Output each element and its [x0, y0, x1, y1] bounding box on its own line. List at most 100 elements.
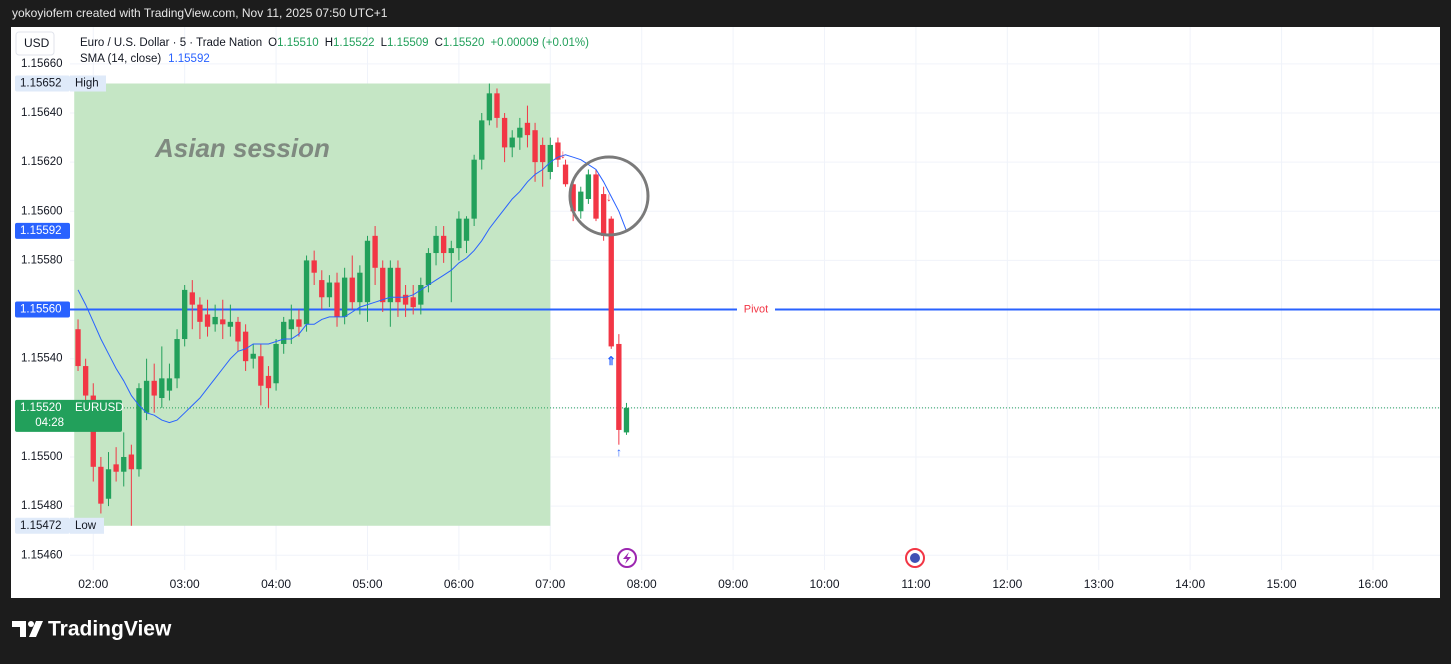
candle-body	[418, 284, 424, 305]
price-tag: 1.15520	[20, 402, 62, 414]
x-tick-label: 14:00	[1175, 577, 1205, 591]
candle-body	[311, 260, 317, 273]
candle-body	[425, 253, 432, 285]
high-tag: 1.15652	[20, 78, 62, 90]
ohlc-value: 1.15509	[387, 37, 429, 49]
candle-body	[75, 329, 81, 367]
x-tick-label: 09:00	[718, 577, 748, 591]
candle-body	[166, 378, 173, 391]
ohlc-value: 1.15510	[277, 37, 319, 49]
candle-body	[319, 280, 325, 298]
candle-body	[547, 144, 553, 172]
pivot-label-bg	[737, 301, 775, 318]
buy-signal: ↑	[616, 445, 622, 459]
y-tick-label: 1.15580	[21, 254, 63, 266]
x-tick-label: 03:00	[170, 577, 200, 591]
candle-body	[220, 319, 226, 325]
y-tick-label: 1.15460	[21, 549, 63, 561]
x-tick-label: 08:00	[627, 577, 657, 591]
candle-body	[517, 127, 523, 138]
low-text: Low	[75, 520, 97, 532]
candle-body	[204, 314, 211, 327]
sma-line	[77, 154, 627, 424]
annotation-circle	[568, 155, 650, 237]
candle-body	[433, 235, 439, 254]
y-tick-label: 1.15480	[21, 500, 63, 512]
x-tick-label: 15:00	[1267, 577, 1297, 591]
candle-body	[98, 466, 104, 504]
candle-body	[235, 321, 241, 342]
event-icon-glyph	[910, 553, 920, 563]
candle-body	[189, 292, 195, 305]
candle-body	[608, 218, 614, 347]
candle-body	[143, 380, 150, 413]
low-tag: 1.15472	[20, 520, 62, 532]
candle-body	[174, 339, 180, 379]
y-tick-label: 1.15500	[21, 451, 63, 463]
y-tick-label: 1.15540	[21, 353, 63, 365]
candle-body	[341, 277, 348, 317]
low-tag-bg	[15, 517, 70, 534]
candle-body	[486, 93, 493, 121]
x-tick-label: 06:00	[444, 577, 474, 591]
candle-body	[463, 218, 470, 241]
ohlc-key: L	[381, 37, 388, 49]
logo-text: TradingView	[48, 618, 172, 641]
candle-body	[349, 277, 355, 303]
logo-mark	[12, 621, 43, 637]
ohlc-key: H	[325, 37, 333, 49]
candle-body	[509, 137, 515, 148]
x-tick-label: 10:00	[810, 577, 840, 591]
x-tick-label: 13:00	[1084, 577, 1114, 591]
candle-body	[372, 235, 378, 268]
candle-body	[555, 142, 561, 160]
price-tag-countdown: 04:28	[35, 417, 64, 429]
sma-tag: 1.15592	[20, 225, 62, 237]
symbol-title: Euro / U.S. Dollar · 5 · Trade Nation	[80, 37, 262, 49]
y-tick-label: 1.15620	[21, 156, 63, 168]
x-tick-label: 02:00	[78, 577, 108, 591]
candle-body	[136, 388, 142, 470]
candle-body	[288, 319, 294, 330]
session-label: Asian session	[154, 133, 330, 163]
sma-value: 1.15592	[168, 53, 210, 65]
currency: USD	[24, 36, 50, 50]
high-text: High	[75, 78, 99, 90]
session-box	[74, 83, 551, 526]
candle-body	[395, 267, 401, 303]
ohlc-value: 1.15520	[443, 37, 485, 49]
candle-body	[402, 294, 409, 305]
high-tag-bg	[15, 75, 70, 92]
candle-body	[250, 353, 256, 359]
y-tick-label: 1.15660	[21, 58, 63, 70]
logo-mark	[28, 621, 34, 627]
candle-body	[585, 174, 592, 199]
ohlc-key: C	[435, 37, 443, 49]
candle-body	[570, 184, 576, 212]
candle-body	[303, 260, 310, 325]
buy-signal: ⇑	[606, 354, 616, 368]
sma-name: SMA (14, close)	[80, 53, 161, 65]
candle-body	[387, 267, 394, 303]
candle-body	[227, 321, 234, 327]
candle-body	[82, 366, 89, 396]
candle-body	[600, 194, 607, 236]
low-text-bg	[70, 517, 104, 534]
candle-body	[258, 356, 264, 386]
candle-body	[616, 343, 622, 430]
candle-body	[197, 304, 203, 322]
x-tick-label: 16:00	[1358, 577, 1388, 591]
candle-body	[159, 378, 165, 399]
x-tick-label: 05:00	[352, 577, 382, 591]
candle-body	[121, 456, 127, 472]
candle-body	[151, 380, 157, 396]
candle-body	[281, 321, 287, 344]
y-tick-label: 1.15600	[21, 205, 63, 217]
sma-tag-bg	[15, 222, 70, 239]
candle-body	[265, 375, 272, 389]
pivot-tag: 1.15560	[20, 304, 62, 316]
candle-body	[364, 240, 371, 303]
candle-body	[326, 282, 333, 298]
